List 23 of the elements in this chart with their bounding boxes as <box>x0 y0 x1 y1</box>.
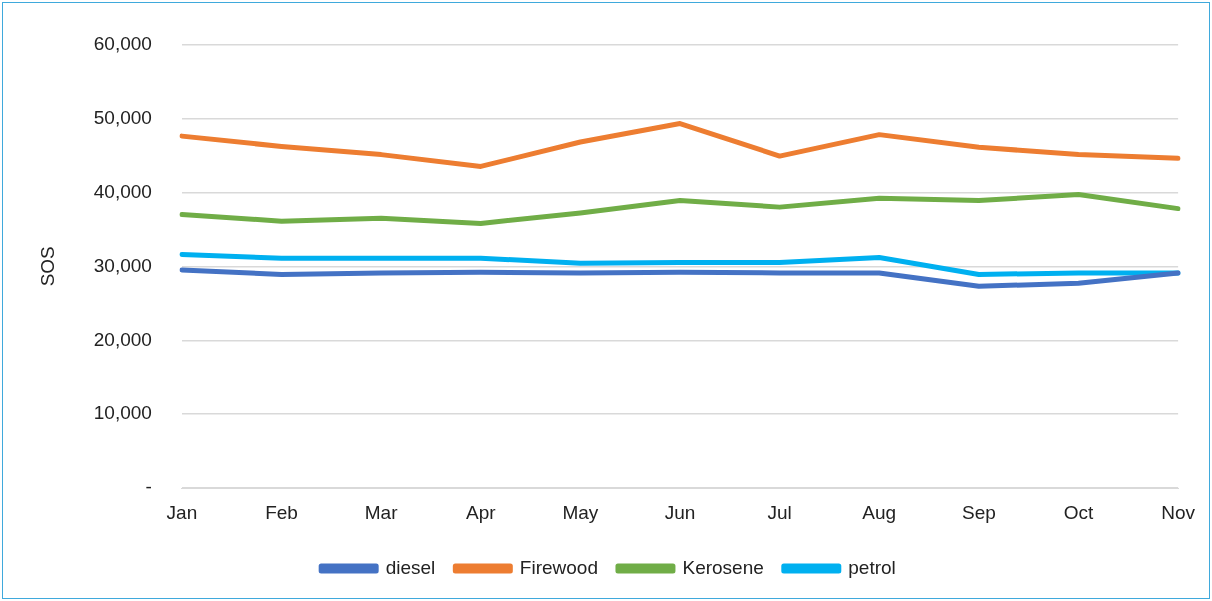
y-tick-label: 60,000 <box>93 32 152 54</box>
x-tick-label: Jun <box>664 501 696 523</box>
legend-label: petrol <box>848 556 896 578</box>
y-tick-label: - <box>145 476 152 498</box>
y-tick-label: 40,000 <box>93 180 152 202</box>
x-tick-label: Nov <box>1161 501 1196 523</box>
legend-label: Kerosene <box>682 556 764 578</box>
x-tick-label: Aug <box>862 501 897 523</box>
y-axis-title: SOS <box>36 246 58 287</box>
legend-label: diesel <box>385 556 436 578</box>
x-tick-label: Mar <box>364 501 399 523</box>
x-tick-label: May <box>562 501 599 523</box>
y-tick-label: 10,000 <box>93 402 152 424</box>
y-tick-label: 20,000 <box>93 328 152 350</box>
legend-label: Firewood <box>519 556 598 578</box>
x-tick-label: Oct <box>1063 501 1094 523</box>
x-tick-label: Jul <box>767 501 792 523</box>
x-tick-label: Apr <box>465 501 497 523</box>
x-tick-label: Feb <box>265 501 298 523</box>
y-tick-label: 50,000 <box>93 106 152 128</box>
x-tick-label: Sep <box>961 501 996 523</box>
x-tick-label: Jan <box>166 501 198 523</box>
y-tick-label: 30,000 <box>93 254 152 276</box>
